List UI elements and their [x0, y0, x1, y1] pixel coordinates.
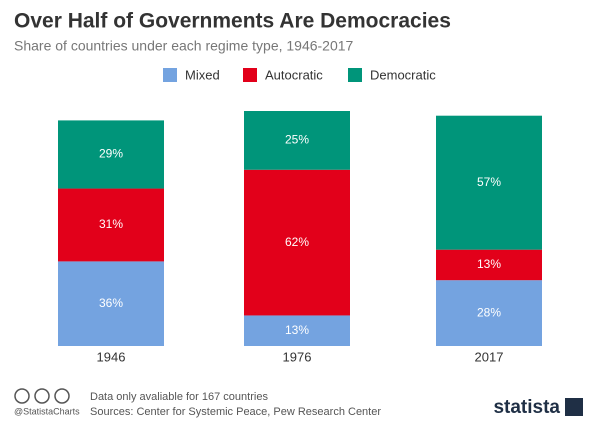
bar-segment [244, 169, 350, 316]
data-label: 29% [99, 147, 123, 161]
data-label: 25% [285, 133, 309, 147]
x-tick-label: 2017 [475, 349, 504, 364]
data-label: 28% [477, 305, 501, 319]
bar-segment [58, 261, 164, 346]
legend-swatch [348, 68, 362, 82]
x-tick-label: 1976 [283, 349, 312, 364]
icon [54, 388, 70, 404]
icon [14, 388, 30, 404]
bar-segment [436, 249, 542, 281]
legend-swatch [163, 68, 177, 82]
data-label: 13% [285, 323, 309, 337]
chart-title: Over Half of Governments Are Democracies [14, 10, 451, 33]
x-tick-label: 1946 [97, 349, 126, 364]
brand-logo [565, 398, 583, 416]
legend-label: Democratic [370, 67, 436, 82]
data-label: 13% [477, 257, 501, 271]
footer-brand: statista [493, 397, 560, 418]
data-label: 62% [285, 235, 309, 249]
footer: @StatistaCharts Data only avaliable for … [14, 388, 583, 418]
bar-segment [244, 315, 350, 346]
legend-label: Mixed [185, 67, 220, 82]
footer-sources: Sources: Center for Systemic Peace, Pew … [90, 406, 381, 418]
data-label: 57% [477, 175, 501, 189]
icon [34, 388, 50, 404]
bar-segment [436, 115, 542, 250]
data-label: 36% [99, 296, 123, 310]
data-label: 31% [99, 217, 123, 231]
bar-segment [244, 111, 350, 170]
legend-swatch [243, 68, 257, 82]
bar-segment [58, 120, 164, 189]
legend-label: Autocratic [265, 67, 323, 82]
bar-segment [436, 280, 542, 346]
bar-segment [58, 188, 164, 262]
chart-subtitle: Share of countries under each regime typ… [14, 38, 354, 54]
footer-handle: @StatistaCharts [14, 406, 80, 416]
footer-note: Data only avaliable for 167 countries [90, 391, 268, 403]
